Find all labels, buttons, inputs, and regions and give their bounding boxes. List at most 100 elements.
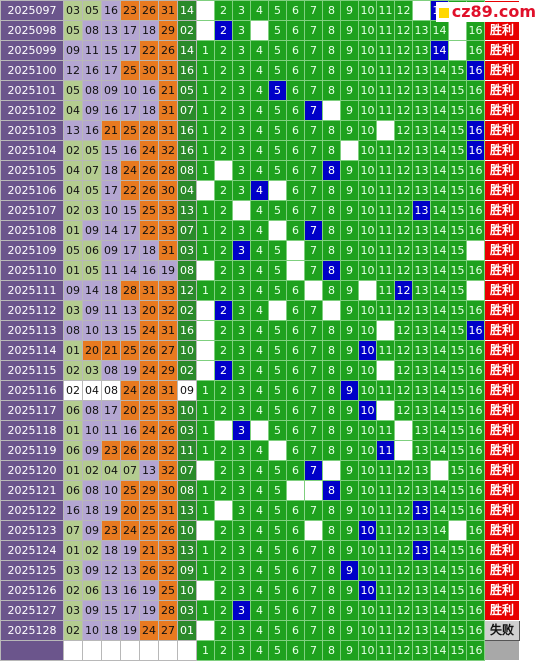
- table-row: 2025113 08 10 13 15 24 31 16 1 2 3 4 5 6 7 8 9 10 11 12 13 14…: [0, 320, 520, 341]
- position-cell: 9: [340, 320, 359, 341]
- position-cell: 9: [340, 620, 359, 641]
- position-cell: 10: [358, 400, 377, 421]
- red-ball: 09: [101, 240, 121, 261]
- position-cell: 9: [340, 200, 359, 221]
- red-ball: 16: [63, 500, 83, 521]
- position-cell: 9: [340, 260, 359, 281]
- position-cell: 7: [304, 40, 323, 61]
- position-cell: 10: [358, 100, 377, 121]
- position-cell: 13: [412, 640, 431, 661]
- position-cell: 7: [304, 540, 323, 561]
- position-cell: 5: [268, 20, 287, 41]
- blue-ball: 08: [177, 260, 197, 281]
- position-cell: 16: [466, 420, 485, 441]
- table-row: 2025127 03 09 15 17 19 28 03 1 2 3 4 5 6 7 8 9 10 11 12 13 14…: [0, 600, 520, 621]
- position-cell: 11: [376, 300, 395, 321]
- red-ball: 18: [101, 280, 121, 301]
- position-cell: 14: [430, 620, 449, 641]
- red-ball: 28: [139, 120, 159, 141]
- position-cell: 15: [448, 620, 467, 641]
- blue-ball: 11: [177, 440, 197, 461]
- red-ball: 05: [82, 0, 102, 21]
- position-cell: 1: [196, 340, 215, 361]
- position-cell: 12: [394, 200, 413, 221]
- issue-number: 2025117: [0, 400, 64, 421]
- red-ball: 13: [63, 120, 83, 141]
- position-cell: 7: [304, 20, 323, 41]
- position-cell: 11: [376, 400, 395, 421]
- position-cell: 11: [376, 40, 395, 61]
- position-cell: 15: [448, 80, 467, 101]
- red-ball: 21: [139, 540, 159, 561]
- empty-ball-cell: [101, 640, 121, 661]
- position-cell: 3: [232, 320, 251, 341]
- position-cell: 7: [304, 520, 323, 541]
- logo-square-icon: [438, 7, 449, 18]
- position-cell: 5: [268, 400, 287, 421]
- table-row: 2025120 01 02 04 07 13 32 07 1 2 3 4 5 6 7 8 9 10 11 12 13 14…: [0, 460, 520, 481]
- position-cell: 13: [412, 80, 431, 101]
- position-cell: 15: [448, 340, 467, 361]
- position-cell: 6: [286, 500, 305, 521]
- position-cell: 1: [196, 500, 215, 521]
- position-cell: 6: [286, 440, 305, 461]
- position-cell: 13: [412, 120, 431, 141]
- red-ball: 27: [158, 340, 178, 361]
- next-issue-number: [0, 640, 64, 661]
- red-ball: 14: [120, 260, 140, 281]
- red-ball: 18: [139, 240, 159, 261]
- position-cell: 4: [250, 600, 269, 621]
- red-ball: 31: [158, 240, 178, 261]
- position-cell: 12: [394, 160, 413, 181]
- position-cell: 6: [286, 640, 305, 661]
- position-cell: 9: [340, 120, 359, 141]
- red-ball: 05: [63, 80, 83, 101]
- position-cell: 2: [214, 300, 233, 321]
- position-cell: 9: [340, 440, 359, 461]
- table-row: 2025125 03 09 12 13 26 32 09 1 2 3 4 5 6 7 8 9 10 11 12 13 14…: [0, 560, 520, 581]
- position-cell: 14: [430, 200, 449, 221]
- position-cell: 1: [196, 380, 215, 401]
- position-cell: 6: [286, 40, 305, 61]
- position-cell: 7: [304, 200, 323, 221]
- position-cell: 6: [286, 0, 305, 21]
- red-ball: 05: [63, 20, 83, 41]
- position-cell: 5: [268, 460, 287, 481]
- red-ball: 31: [158, 100, 178, 121]
- table-row: 2025107 02 03 10 15 25 33 13 1 2 3 4 5 6 7 8 9 10 11 12 13 14…: [0, 200, 520, 221]
- issue-number: 2025124: [0, 540, 64, 561]
- position-cell: 4: [250, 480, 269, 501]
- result-badge: 胜利: [484, 60, 520, 81]
- position-cell: 14: [430, 300, 449, 321]
- position-cell: 4: [250, 20, 269, 41]
- position-cell: 7: [304, 220, 323, 241]
- position-cell: 2: [214, 340, 233, 361]
- position-cell: 2: [214, 560, 233, 581]
- red-ball: 26: [158, 40, 178, 61]
- position-cell: 13: [412, 380, 431, 401]
- position-cell: 12: [394, 480, 413, 501]
- position-cell: 14: [430, 140, 449, 161]
- red-ball: 06: [63, 480, 83, 501]
- position-cell: 4: [250, 40, 269, 61]
- position-cell: 4: [250, 380, 269, 401]
- position-cell: 16: [466, 500, 485, 521]
- red-ball: 26: [139, 160, 159, 181]
- table-row: 2025106 04 05 17 22 26 30 04 1 2 3 4 5 6 7 8 9 10 11 12 13 14…: [0, 180, 520, 201]
- position-cell: 3: [232, 360, 251, 381]
- red-ball: 19: [120, 360, 140, 381]
- red-ball: 16: [101, 0, 121, 21]
- position-cell: 7: [304, 360, 323, 381]
- table-row: 2025105 04 07 18 24 26 28 08 1 2 3 4 5 6 7 8 9 10 11 12 13 14…: [0, 160, 520, 181]
- position-cell: 9: [340, 300, 359, 321]
- position-cell: 16: [466, 300, 485, 321]
- red-ball: 02: [63, 200, 83, 221]
- table-row: 2025114 01 20 21 25 26 27 10 1 2 3 4 5 6 7 8 9 10 11 12 13 14…: [0, 340, 520, 361]
- position-cell: 3: [232, 160, 251, 181]
- position-cell: 7: [304, 400, 323, 421]
- position-cell: 14: [430, 260, 449, 281]
- position-cell: 7: [304, 320, 323, 341]
- position-cell: 13: [412, 360, 431, 381]
- position-cell: 9: [340, 480, 359, 501]
- position-cell: 12: [394, 300, 413, 321]
